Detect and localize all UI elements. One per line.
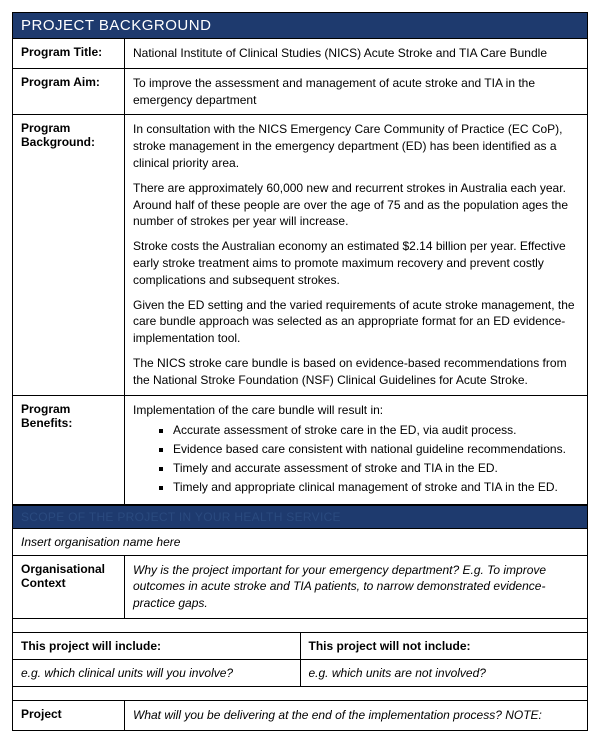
label-program-aim: Program Aim: <box>13 69 125 115</box>
benefit-item-1: Accurate assessment of stroke care in th… <box>173 422 579 439</box>
label-org-context: Organisational Context <box>13 556 125 618</box>
label-include: This project will include: <box>13 633 301 659</box>
row-program-aim: Program Aim: To improve the assessment a… <box>13 69 587 116</box>
value-project: What will you be delivering at the end o… <box>125 701 587 730</box>
value-program-background: In consultation with the NICS Emergency … <box>125 115 587 394</box>
label-exclude: This project will not include: <box>301 633 588 659</box>
value-program-benefits: Implementation of the care bundle will r… <box>125 396 587 504</box>
value-program-title: National Institute of Clinical Studies (… <box>125 39 587 68</box>
label-program-title: Program Title: <box>13 39 125 68</box>
value-org-context: Why is the project important for your em… <box>125 556 587 618</box>
bg-para-3: Stroke costs the Australian economy an e… <box>133 238 579 288</box>
benefit-item-2: Evidence based care consistent with nati… <box>173 441 579 458</box>
benefit-item-3: Timely and accurate assessment of stroke… <box>173 460 579 477</box>
bg-para-2: There are approximately 60,000 new and r… <box>133 180 579 230</box>
blank-spacer <box>13 619 587 633</box>
document-sheet: PROJECT BACKGROUND Program Title: Nation… <box>12 12 588 731</box>
blank-spacer-2 <box>13 687 587 701</box>
benefits-list: Accurate assessment of stroke care in th… <box>133 422 579 495</box>
section-header-scope: SCOPE OF THE PROJECT IN YOUR HEALTH SERV… <box>13 505 587 529</box>
bg-para-4: Given the ED setting and the varied requ… <box>133 297 579 347</box>
row-include-exclude-values: e.g. which clinical units will you invol… <box>13 660 587 687</box>
row-org-context: Organisational Context Why is the projec… <box>13 556 587 619</box>
value-exclude: e.g. which units are not involved? <box>301 660 588 686</box>
row-include-exclude-labels: This project will include: This project … <box>13 633 587 660</box>
row-program-title: Program Title: National Institute of Cli… <box>13 39 587 69</box>
label-project: Project <box>13 701 125 730</box>
bg-para-1: In consultation with the NICS Emergency … <box>133 121 579 171</box>
row-org-name: Insert organisation name here <box>13 529 587 556</box>
row-program-benefits: Program Benefits: Implementation of the … <box>13 396 587 505</box>
value-include: e.g. which clinical units will you invol… <box>13 660 301 686</box>
row-project: Project What will you be delivering at t… <box>13 701 587 730</box>
value-program-aim: To improve the assessment and management… <box>125 69 587 115</box>
benefit-item-4: Timely and appropriate clinical manageme… <box>173 479 579 496</box>
benefits-intro: Implementation of the care bundle will r… <box>133 403 383 417</box>
section-header-background: PROJECT BACKGROUND <box>13 13 587 39</box>
label-program-background: Program Background: <box>13 115 125 394</box>
row-program-background: Program Background: In consultation with… <box>13 115 587 395</box>
bg-para-5: The NICS stroke care bundle is based on … <box>133 355 579 389</box>
label-program-benefits: Program Benefits: <box>13 396 125 504</box>
